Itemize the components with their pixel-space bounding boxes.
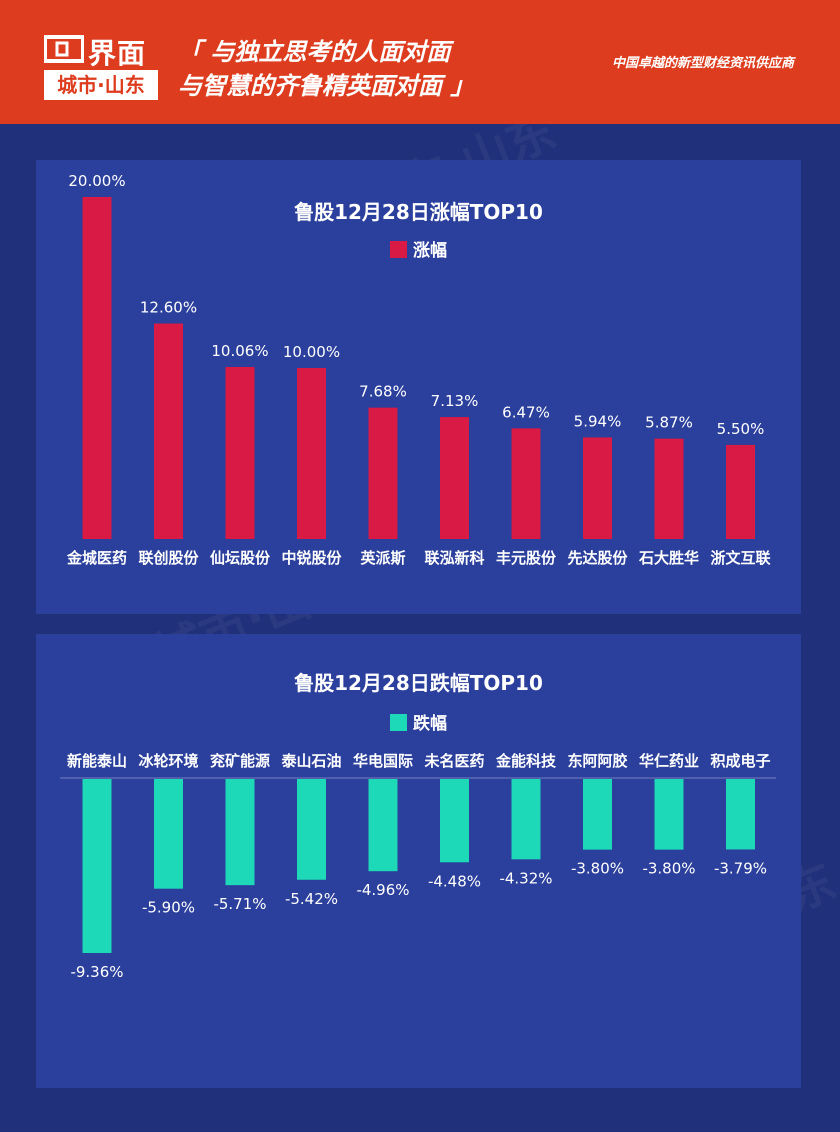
gain-category-label: 联创股份 [138, 549, 199, 567]
gainers-panel: 鲁股12月28日涨幅TOP10 涨幅 20.00% 金城医药 12.60% 联创股份 1… [36, 160, 801, 614]
gainers-bar-chart: 20.00% 金城医药 12.60% 联创股份 10.06% 仙坛股份 10.00% 中锐股份… [66, 172, 772, 567]
gain-value-label: 10.00% [283, 343, 340, 361]
gain-value-label: 5.94% [574, 412, 622, 430]
gain-bar [297, 368, 326, 539]
gain-value-label: 10.06% [211, 342, 268, 360]
legend-swatch-loss [390, 714, 407, 731]
loss-bar [297, 779, 326, 880]
loss-category-label: 兖矿能源 [210, 752, 270, 770]
logo-name: 界面 [88, 37, 147, 70]
gain-category-label: 中锐股份 [281, 549, 342, 567]
logo-icon [44, 35, 84, 63]
gain-category-label: 先达股份 [567, 549, 628, 567]
gain-bar [225, 366, 255, 539]
logo-subtitle: 城市·山东 [44, 70, 158, 100]
gain-value-label: 20.00% [68, 172, 125, 190]
loss-value-label: -5.42% [285, 890, 338, 908]
loss-bar [726, 779, 755, 850]
losers-legend: 跌幅 [36, 709, 801, 734]
loss-category-label: 泰山石油 [280, 752, 341, 770]
losers-panel: 鲁股12月28日跌幅TOP10 跌幅 -9.36% 新能泰山 -5.90% 冰轮环境 -… [36, 634, 801, 1088]
legend-swatch-gain [390, 241, 407, 258]
gain-category-label: 丰元股份 [496, 549, 557, 567]
gain-bar [368, 407, 398, 539]
logo: 界面 城市·山东 [44, 34, 158, 100]
slogan-line-1: 「 与独立思考的人面对面 [178, 38, 451, 66]
loss-bar [440, 779, 469, 863]
loss-bar [225, 779, 255, 886]
gain-bar [154, 323, 183, 539]
gain-value-label: 6.47% [502, 403, 550, 421]
loss-category-label: 积成电子 [710, 752, 770, 770]
loss-value-label: -3.79% [714, 859, 767, 877]
gain-category-label: 联泓新科 [424, 549, 484, 567]
gain-category-label: 金城医药 [66, 549, 127, 567]
loss-bar [154, 779, 183, 889]
gain-value-label: 12.60% [140, 299, 197, 317]
loss-value-label: -5.71% [213, 895, 266, 913]
gainers-legend-label: 涨幅 [413, 241, 447, 261]
gain-bar [440, 417, 469, 539]
loss-category-label: 东阿阿胶 [567, 752, 627, 770]
gainers-chart-title: 鲁股12月28日涨幅TOP10 [294, 200, 543, 224]
gain-bar [726, 444, 755, 539]
loss-bar [583, 779, 612, 850]
loss-category-label: 未名医药 [423, 752, 484, 770]
gain-category-label: 浙文互联 [710, 549, 771, 567]
loss-category-label: 华仁药业 [639, 752, 699, 770]
gain-category-label: 英派斯 [360, 549, 405, 567]
gain-bar [654, 438, 684, 539]
slogan-line-2: 与智慧的齐鲁精英面对面 」 [178, 72, 475, 100]
losers-legend-label: 跌幅 [413, 714, 447, 734]
losers-chart-title: 鲁股12月28日跌幅TOP10 [294, 671, 543, 695]
loss-bar [511, 779, 541, 860]
loss-category-label: 金能科技 [495, 752, 557, 770]
tagline: 中国卓越的新型财经资讯供应商 [611, 56, 794, 71]
header-banner: 界面 城市·山东 「 与独立思考的人面对面 与智慧的齐鲁精英面对面 」 中国卓越… [0, 0, 840, 124]
gain-bar [82, 197, 112, 539]
gain-value-label: 7.68% [359, 383, 407, 401]
gain-category-label: 石大胜华 [638, 549, 699, 567]
gain-category-label: 仙坛股份 [210, 549, 271, 567]
gain-bar [583, 437, 612, 539]
loss-value-label: -4.32% [499, 869, 552, 887]
loss-bar [368, 779, 398, 872]
loss-bar [654, 779, 684, 850]
gain-value-label: 5.87% [645, 414, 693, 432]
gain-bar [511, 428, 541, 539]
loss-value-label: -4.96% [356, 881, 409, 899]
losers-bar-chart: -9.36% 新能泰山 -5.90% 冰轮环境 -5.71% 兖矿能源 -5.42% 泰山石油… [60, 752, 776, 981]
loss-value-label: -9.36% [70, 963, 123, 981]
gain-value-label: 7.13% [431, 392, 479, 410]
loss-value-label: -4.48% [428, 872, 481, 890]
loss-value-label: -3.80% [642, 860, 695, 878]
loss-value-label: -5.90% [142, 899, 195, 917]
loss-category-label: 华电国际 [353, 752, 413, 770]
loss-bar [82, 779, 112, 953]
loss-value-label: -3.80% [571, 860, 624, 878]
loss-category-label: 冰轮环境 [138, 752, 198, 770]
gainers-legend: 涨幅 [36, 236, 801, 261]
gain-value-label: 5.50% [717, 420, 765, 438]
loss-category-label: 新能泰山 [67, 752, 127, 770]
